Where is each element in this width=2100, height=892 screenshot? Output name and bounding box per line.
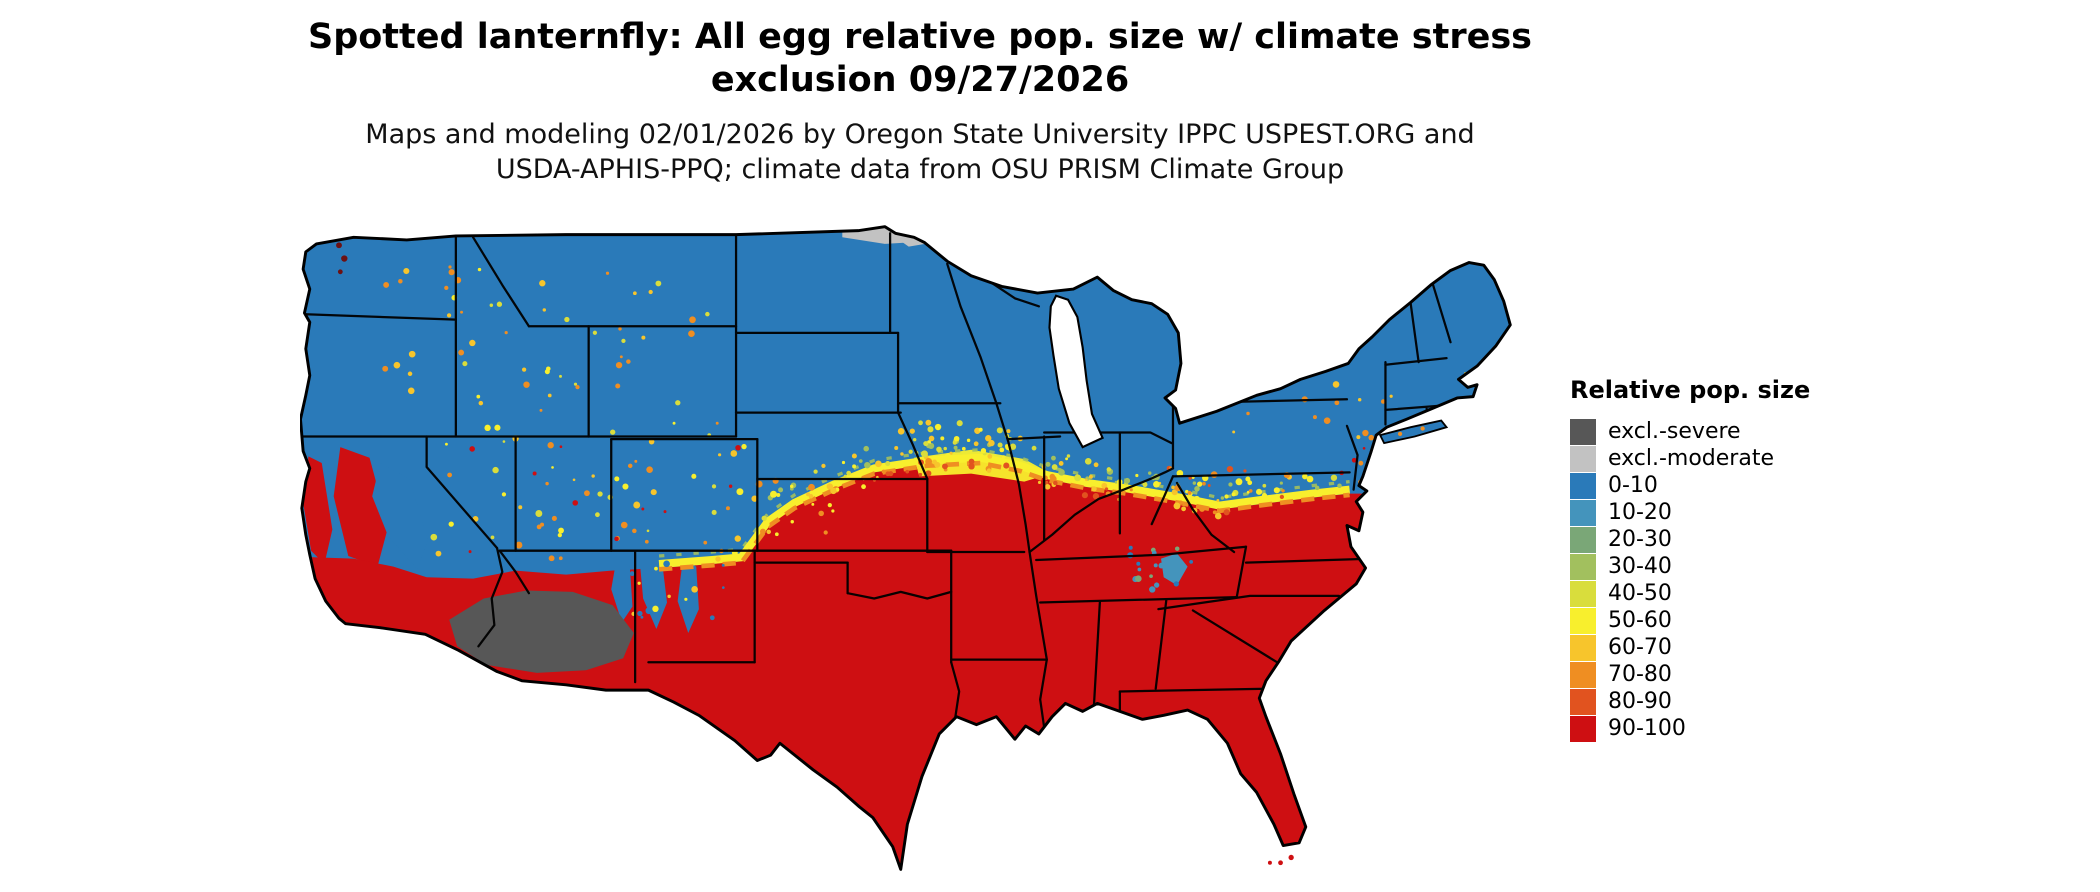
legend-swatch-10-20 [1570,499,1596,526]
legend-swatch-50-60 [1570,607,1596,634]
legend-swatch-80-90 [1570,688,1596,715]
legend-row: excl.-severe [1570,418,1900,445]
legend-row: excl.-moderate [1570,445,1900,472]
state-borders [302,232,1456,738]
us-map-svg [300,225,1512,871]
legend-label: excl.-severe [1608,419,1741,444]
nw-dark-specks [336,242,348,275]
page-subtitle: Maps and modeling 02/01/2026 by Oregon S… [0,117,1840,187]
legend-label: 60-70 [1608,635,1672,660]
legend-label: 40-50 [1608,581,1672,606]
legend-swatch-excl-severe [1570,418,1596,445]
legend-swatch-40-50 [1570,580,1596,607]
legend-title: Relative pop. size [1570,376,1811,404]
zone-appalachian-blue [1161,553,1188,586]
legend-row: 30-40 [1570,553,1900,580]
legend-swatch-0-10 [1570,472,1596,499]
speckle-texture [382,265,1481,621]
legend: Relative pop. size excl.-severe excl.-mo… [1570,376,1900,742]
subtitle-line-1: Maps and modeling 02/01/2026 by Oregon S… [365,119,1475,151]
zone-ca-coast-red [303,456,333,564]
legend-row: 10-20 [1570,499,1900,526]
subtitle-line-2: USDA-APHIS-PPQ; climate data from OSU PR… [495,154,1345,186]
zone-nm-mountain-blue-2 [677,558,699,634]
legend-label: 90-100 [1608,716,1686,741]
us-outline [300,225,1512,871]
legend-swatch-60-70 [1570,634,1596,661]
legend-row: 90-100 [1570,715,1900,742]
long-island-specks [1397,426,1425,436]
zone-nm-mountain-blue-1 [640,553,668,630]
zone-az-mountain-blue [611,558,633,623]
zone-exclusion-severe [449,590,634,673]
legend-row: 50-60 [1570,607,1900,634]
legend-label: excl.-moderate [1608,446,1774,471]
legend-label: 50-60 [1608,608,1672,633]
lake-michigan [1048,294,1104,449]
legend-row: 70-80 [1570,661,1900,688]
legend-row: 40-50 [1570,580,1900,607]
legend-swatch-20-30 [1570,526,1596,553]
excl-moderate-blob-2 [1006,234,1039,254]
legend-label: 30-40 [1608,554,1672,579]
legend-swatch-90-100 [1570,715,1596,742]
legend-row: 0-10 [1570,472,1900,499]
legend-label: 10-20 [1608,500,1672,525]
great-lakes [1048,294,1104,449]
page-title: Spotted lanternfly: All egg relative pop… [0,16,1840,101]
legend-swatch-70-80 [1570,661,1596,688]
legend-label: 80-90 [1608,689,1672,714]
figure-header: Spotted lanternfly: All egg relative pop… [0,16,1840,188]
title-line-1: Spotted lanternfly: All egg relative pop… [307,17,1532,57]
florida-keys [1267,854,1294,866]
long-island [1378,419,1449,445]
legend-label: 20-30 [1608,527,1672,552]
legend-row: 80-90 [1570,688,1900,715]
legend-row: 60-70 [1570,634,1900,661]
us-choropleth-map [300,224,1536,888]
legend-row: 20-30 [1570,526,1900,553]
legend-swatch-30-40 [1570,553,1596,580]
legend-label: 70-80 [1608,662,1672,687]
legend-label: 0-10 [1608,473,1658,498]
legend-swatch-excl-moderate [1570,445,1596,472]
zone-ca-valley-red [333,447,389,567]
title-line-2: exclusion 09/27/2026 [710,59,1130,100]
zone-sierra-blue [372,463,428,570]
